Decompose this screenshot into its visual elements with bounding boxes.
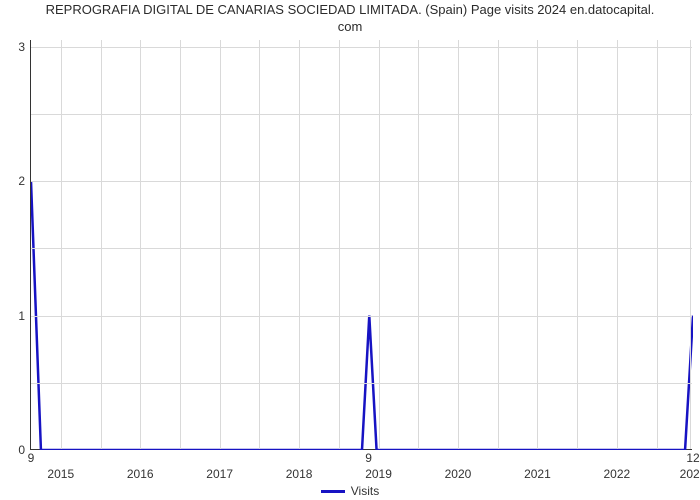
- grid-v: [61, 40, 62, 449]
- plot-area: 0123201520162017201820192020202120222029…: [30, 40, 692, 450]
- grid-v: [379, 40, 380, 449]
- grid-v: [537, 40, 538, 449]
- chart-title: REPROGRAFIA DIGITAL DE CANARIAS SOCIEDAD…: [0, 2, 700, 36]
- x-tick-label: 2019: [365, 467, 392, 481]
- x-inline-value: 12: [686, 451, 699, 465]
- grid-h: [31, 383, 692, 384]
- legend-swatch: [321, 490, 345, 493]
- x-tick-label: 2020: [445, 467, 472, 481]
- x-inline-value: 9: [365, 451, 372, 465]
- grid-v-minor: [339, 40, 340, 449]
- grid-v: [458, 40, 459, 449]
- grid-v-minor: [657, 40, 658, 449]
- title-line2: com: [338, 19, 363, 34]
- x-tick-label: 2021: [524, 467, 551, 481]
- legend: Visits: [0, 484, 700, 498]
- y-tick-label: 3: [18, 40, 25, 54]
- x-tick-label: 2017: [206, 467, 233, 481]
- grid-v-minor: [418, 40, 419, 449]
- grid-v: [299, 40, 300, 449]
- grid-v: [140, 40, 141, 449]
- title-line1: REPROGRAFIA DIGITAL DE CANARIAS SOCIEDAD…: [46, 2, 655, 17]
- grid-v: [690, 40, 691, 449]
- y-tick-label: 0: [18, 443, 25, 457]
- grid-v-minor: [577, 40, 578, 449]
- visits-line: [31, 40, 693, 450]
- y-tick-label: 2: [18, 174, 25, 188]
- grid-v-minor: [180, 40, 181, 449]
- x-tick-label: 2022: [604, 467, 631, 481]
- grid-h: [31, 248, 692, 249]
- grid-v: [220, 40, 221, 449]
- x-tick-label: 202: [680, 467, 700, 481]
- x-tick-label: 2018: [286, 467, 313, 481]
- legend-label: Visits: [351, 484, 379, 498]
- plot-canvas: 0123201520162017201820192020202120222029…: [30, 40, 692, 450]
- grid-h: [31, 316, 692, 317]
- grid-h: [31, 181, 692, 182]
- grid-v-minor: [101, 40, 102, 449]
- grid-v-minor: [259, 40, 260, 449]
- grid-h: [31, 47, 692, 48]
- x-tick-label: 2015: [47, 467, 74, 481]
- grid-v: [617, 40, 618, 449]
- x-inline-value: 9: [28, 451, 35, 465]
- grid-v-minor: [498, 40, 499, 449]
- x-tick-label: 2016: [127, 467, 154, 481]
- y-tick-label: 1: [18, 309, 25, 323]
- grid-h: [31, 114, 692, 115]
